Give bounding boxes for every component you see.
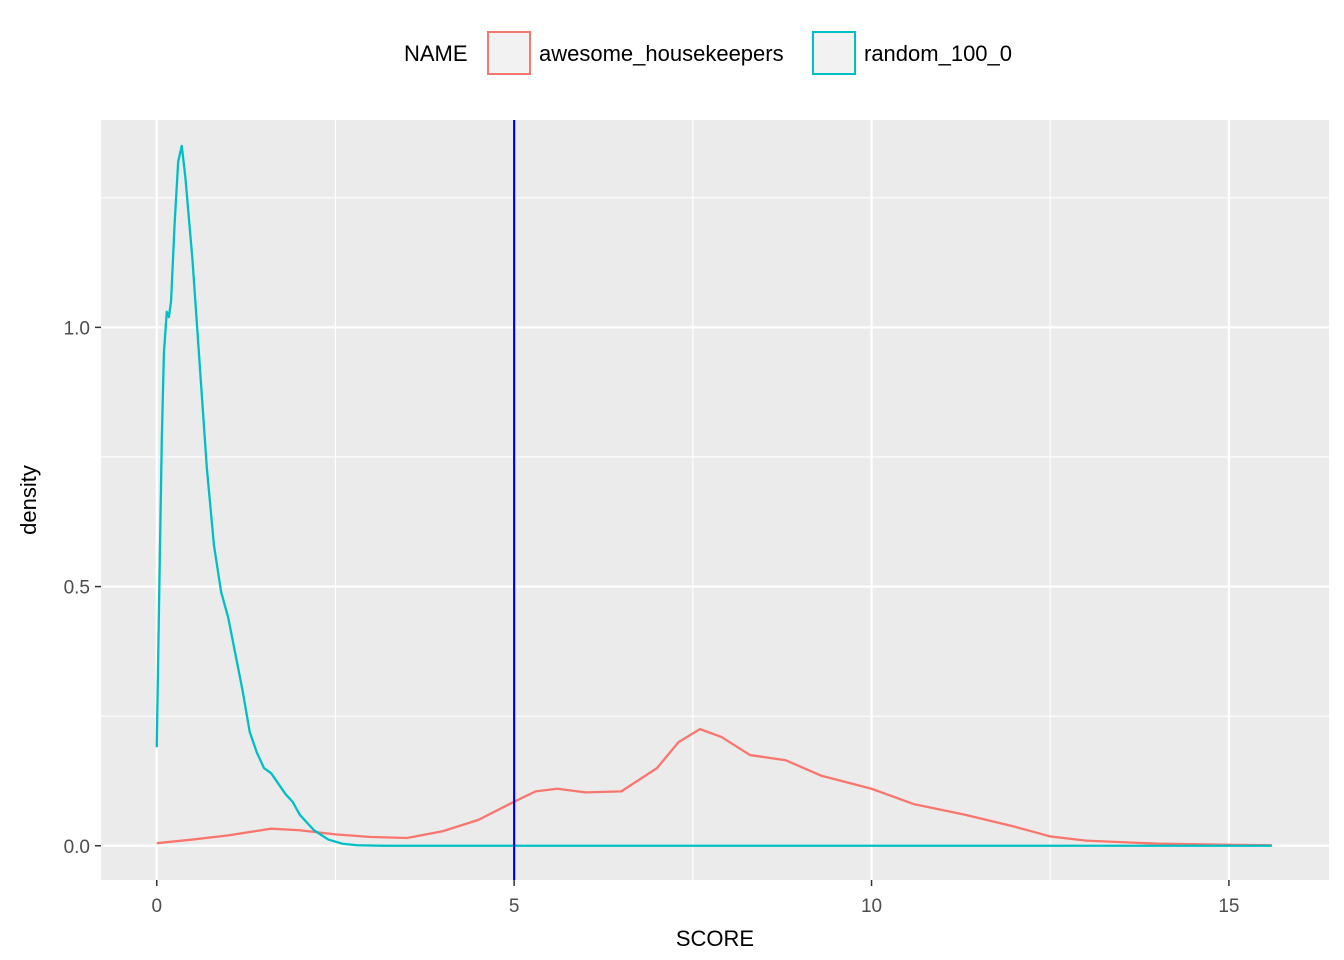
series-line-random_100_0 xyxy=(155,144,1272,847)
y-axis-title: density xyxy=(16,465,41,535)
legend: NAME awesome_housekeepers random_100_0 xyxy=(404,31,1012,75)
series-line-awesome_housekeepers xyxy=(156,727,1272,847)
series-layer xyxy=(155,144,1272,847)
y-tick-label: 1.0 xyxy=(64,318,90,339)
minor-gridlines xyxy=(101,120,1329,880)
legend-label-awesome_housekeepers: awesome_housekeepers xyxy=(539,41,784,66)
major-gridlines xyxy=(101,120,1329,880)
legend-title: NAME xyxy=(404,41,468,66)
x-tick-label: 0 xyxy=(151,896,162,917)
x-axis-ticks: 0 5 10 15 xyxy=(151,880,1240,917)
x-tick-label: 15 xyxy=(1218,896,1239,917)
y-tick-label: 0.5 xyxy=(64,578,90,599)
x-axis-title: SCORE xyxy=(676,926,754,951)
x-tick-label: 5 xyxy=(509,896,520,917)
plot-panel xyxy=(101,120,1329,880)
legend-label-random_100_0: random_100_0 xyxy=(864,41,1012,66)
y-axis-ticks: 0.0 0.5 1.0 xyxy=(64,318,101,858)
legend-key-random_100_0 xyxy=(812,31,856,75)
x-tick-label: 10 xyxy=(861,896,882,917)
y-tick-label: 0.0 xyxy=(64,837,90,858)
legend-key-awesome_housekeepers xyxy=(487,31,531,75)
